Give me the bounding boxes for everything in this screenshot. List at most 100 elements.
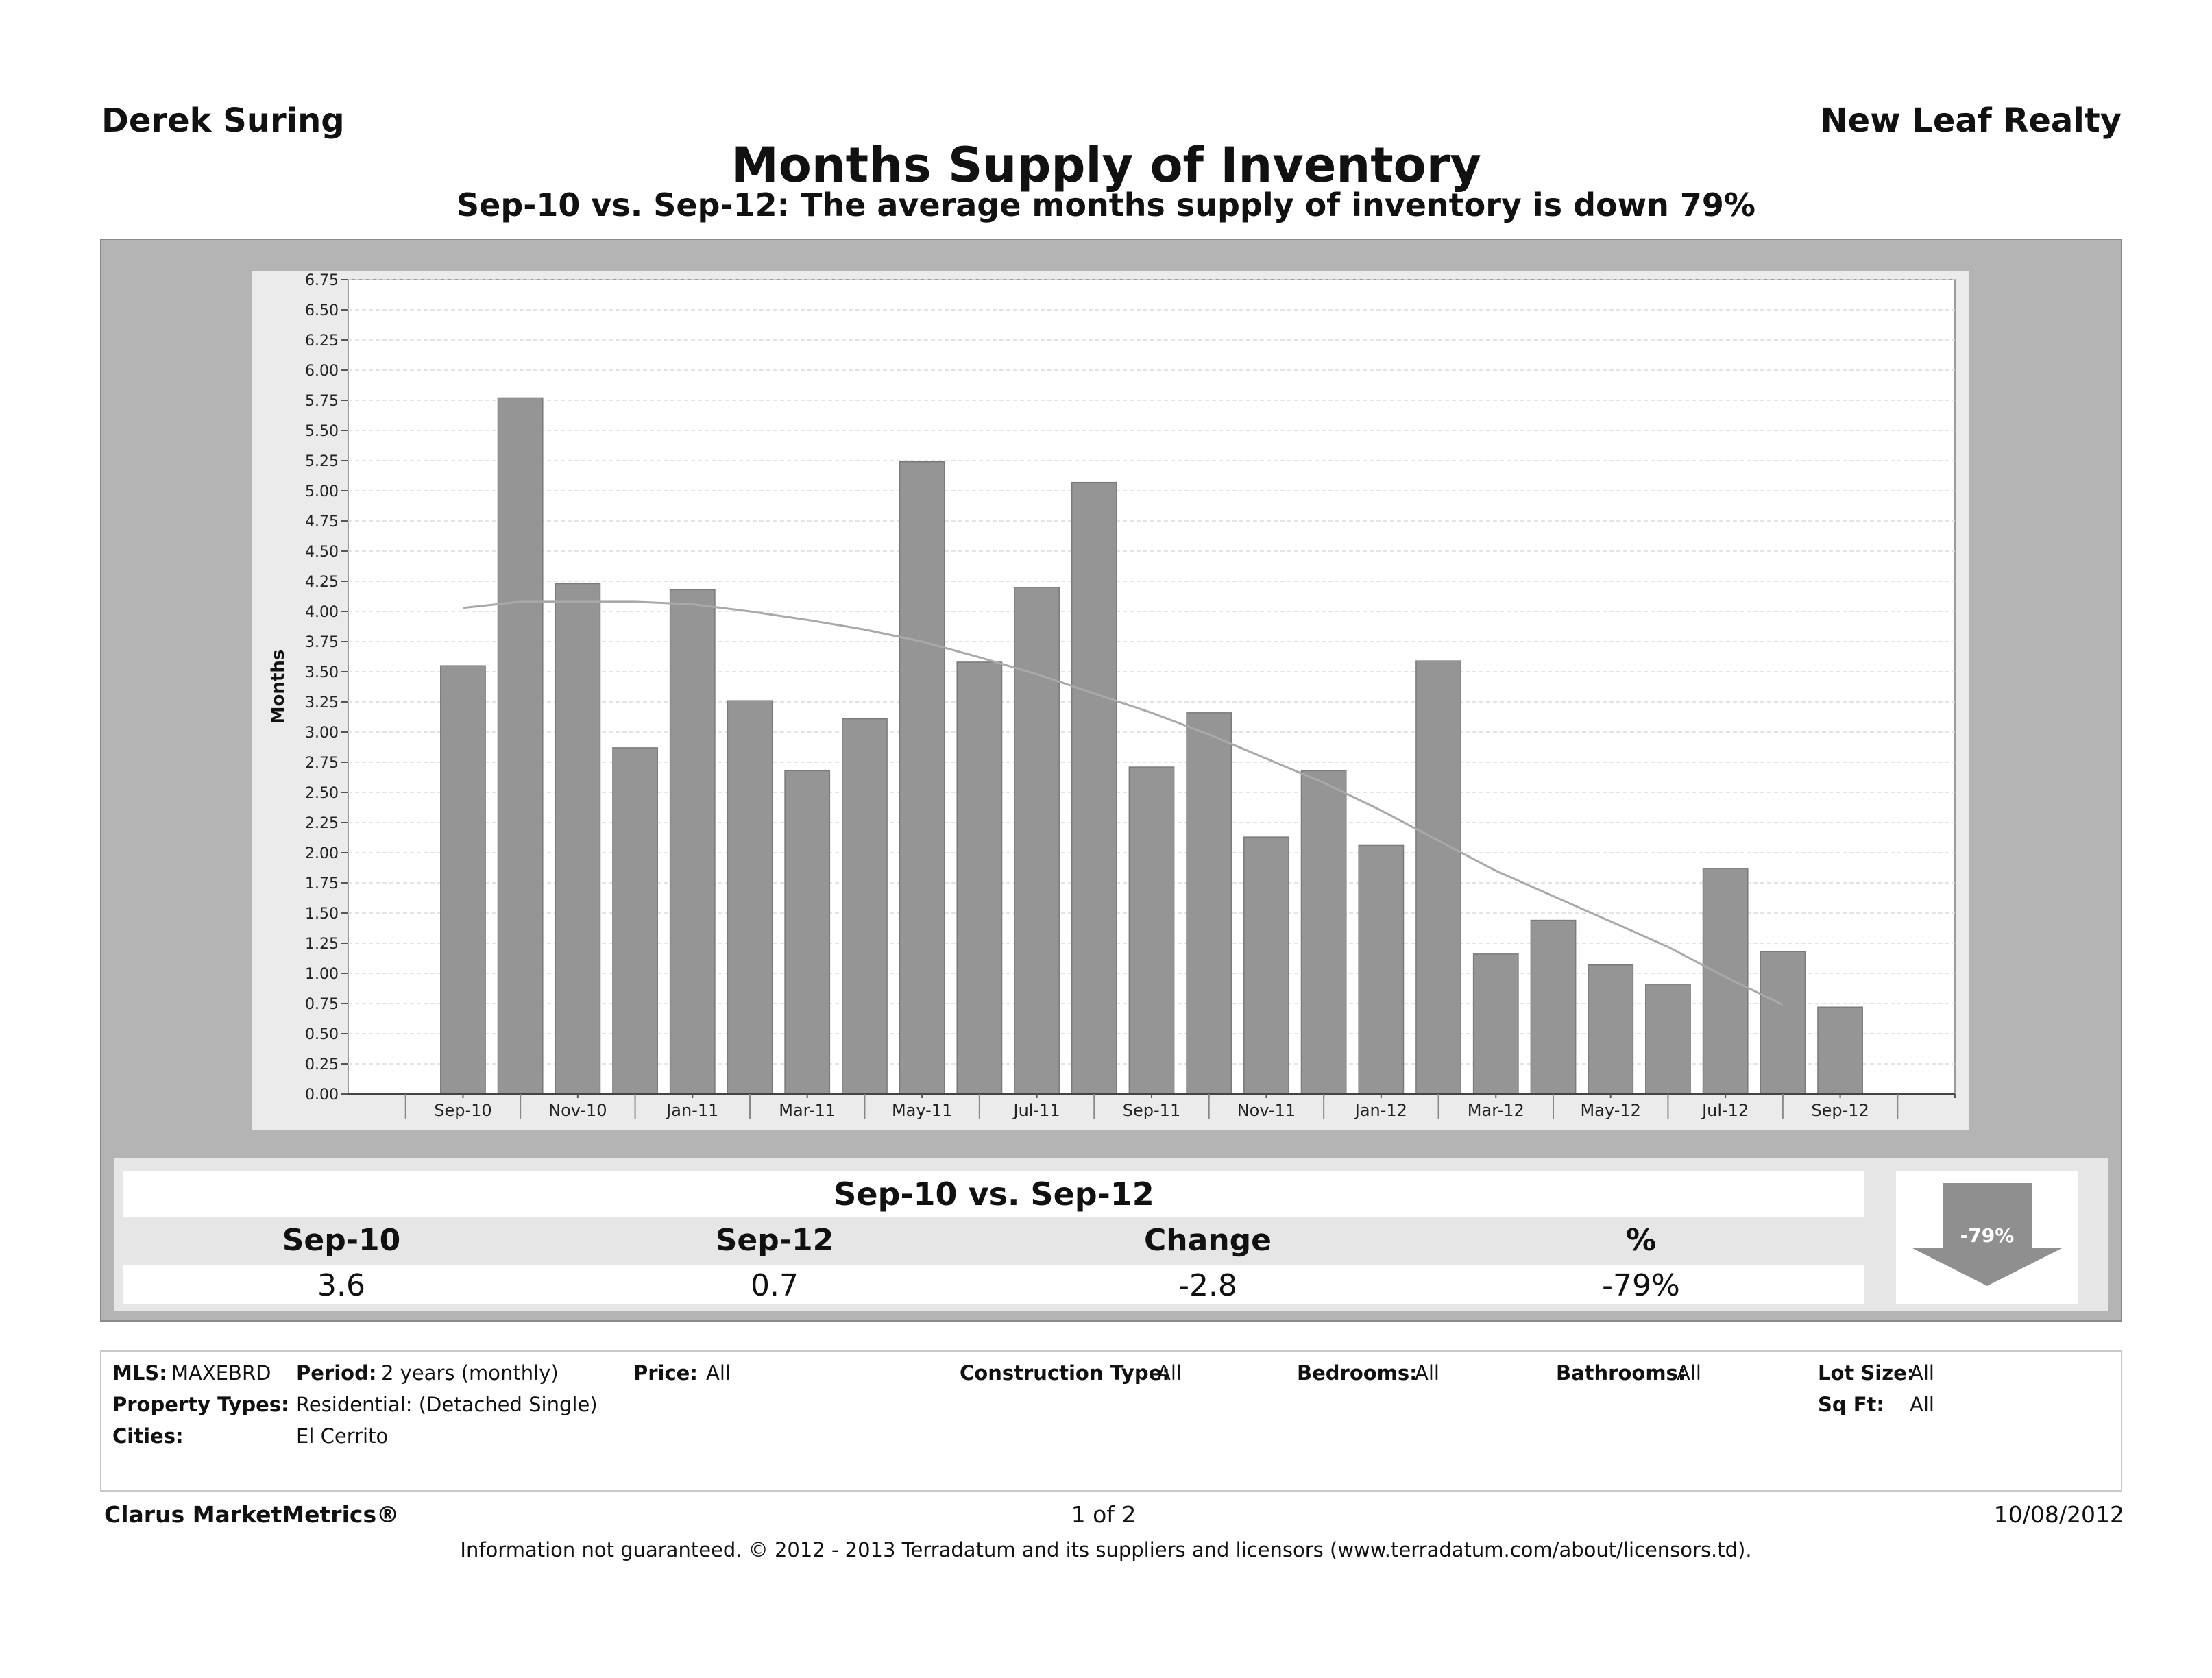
x-tick-label: Jan-11 — [665, 1101, 718, 1120]
bar — [1588, 964, 1634, 1095]
y-tick-label: 0.00 — [305, 1086, 339, 1104]
y-tick-label: 0.75 — [305, 996, 339, 1013]
y-tick-label: 0.25 — [305, 1056, 339, 1073]
y-tick-label: 2.75 — [305, 755, 339, 772]
y-tick-label: 5.25 — [305, 453, 339, 470]
cities-label: Cities: — [112, 1424, 184, 1448]
summary-header-start: Sep-10 — [282, 1223, 401, 1258]
lotsize-value: All — [1910, 1361, 1934, 1385]
bedrooms-label: Bedrooms: — [1297, 1361, 1418, 1385]
y-tick-label: 6.50 — [305, 302, 339, 319]
bathrooms-value: All — [1677, 1361, 1701, 1385]
bar — [555, 583, 601, 1095]
cities-value: El Cerrito — [296, 1424, 389, 1448]
y-tick-label: 0.50 — [305, 1026, 339, 1043]
y-tick-label: 6.25 — [305, 332, 339, 350]
y-tick-label: 3.00 — [305, 725, 339, 742]
summary-values-row — [123, 1265, 1864, 1304]
summary-value-change: -2.8 — [1178, 1268, 1237, 1303]
bathrooms-label: Bathrooms: — [1556, 1361, 1686, 1385]
bar — [899, 461, 945, 1095]
y-tick-label: 2.00 — [305, 845, 339, 862]
x-tick-label: Nov-10 — [548, 1101, 607, 1120]
trend-line — [463, 600, 1784, 1006]
bar — [1415, 660, 1461, 1095]
y-tick-label: 1.00 — [305, 966, 339, 983]
bar — [1071, 481, 1117, 1095]
price-label: Price: — [633, 1361, 698, 1385]
price-value: All — [706, 1361, 731, 1385]
summary-value-percent: -79% — [1602, 1268, 1680, 1303]
x-tick-label: Sep-11 — [1123, 1101, 1180, 1120]
y-tick-label: 6.00 — [305, 363, 339, 380]
y-tick-label: 5.75 — [305, 393, 339, 410]
y-tick-label: 2.25 — [305, 815, 339, 832]
summary-header-change: Change — [1144, 1223, 1272, 1258]
change-badge: -79% — [1896, 1171, 2078, 1304]
y-tick-label: 6.75 — [305, 272, 339, 289]
bedrooms-value: All — [1415, 1361, 1439, 1385]
bar — [669, 589, 716, 1095]
mls-value: MAXEBRD — [171, 1361, 271, 1385]
summary-value-end: 0.7 — [751, 1268, 799, 1303]
period-value: 2 years (monthly) — [381, 1361, 559, 1385]
x-tick-label: Sep-12 — [1811, 1101, 1869, 1120]
bar — [1817, 1006, 1863, 1095]
disclaimer: Information not guaranteed. © 2012 - 201… — [460, 1538, 1752, 1561]
x-tick-label: May-12 — [1581, 1101, 1641, 1120]
summary-header-end: Sep-12 — [715, 1223, 834, 1258]
page-number: 1 of 2 — [1071, 1501, 1137, 1528]
bar — [497, 397, 544, 1095]
y-tick-label: 5.50 — [305, 423, 339, 440]
sqft-label: Sq Ft: — [1818, 1393, 1885, 1416]
bar — [784, 770, 831, 1095]
x-tick-label: Jul-11 — [1012, 1101, 1060, 1120]
x-tick-label: Nov-11 — [1237, 1101, 1296, 1120]
bar — [727, 700, 773, 1095]
page-subtitle: Sep-10 vs. Sep-12: The average months su… — [456, 186, 1755, 223]
company-name: New Leaf Realty — [1820, 101, 2122, 140]
page-title: Months Supply of Inventory — [731, 137, 1481, 193]
bar — [842, 718, 888, 1095]
filters-panel — [100, 1350, 2122, 1492]
report-date: 10/08/2012 — [1993, 1501, 2124, 1528]
bar — [1243, 836, 1289, 1095]
brand-label: Clarus MarketMetrics® — [104, 1501, 400, 1528]
construction-value: All — [1157, 1361, 1182, 1385]
bar — [440, 665, 486, 1095]
x-tick-label: Sep-10 — [434, 1101, 491, 1120]
x-tick-label: Mar-12 — [1468, 1101, 1524, 1120]
y-tick-label: 2.50 — [305, 785, 339, 802]
down-arrow-icon: -79% — [1911, 1183, 2063, 1286]
bar-chart: 0.00 0.25 0.50 0.75 1.00 1.25 1.50 1.75 2.00 2.25… — [268, 272, 1956, 1120]
x-tick-label: Mar-11 — [779, 1101, 836, 1120]
summary-title: Sep-10 vs. Sep-12 — [123, 1171, 1864, 1217]
proptypes-value: Residential: (Detached Single) — [296, 1393, 598, 1416]
proptypes-label: Property Types: — [112, 1393, 289, 1416]
y-tick-label: 4.50 — [305, 544, 339, 561]
bar — [1186, 712, 1232, 1095]
sqft-value: All — [1910, 1393, 1934, 1416]
y-tick-label: 3.75 — [305, 634, 339, 651]
bar — [1014, 587, 1060, 1095]
y-tick-label: 4.75 — [305, 513, 339, 531]
y-tick-label: 4.25 — [305, 574, 339, 591]
period-label: Period: — [296, 1361, 377, 1385]
x-tick-label: Jul-12 — [1701, 1101, 1749, 1120]
y-tick-label: 3.50 — [305, 664, 339, 681]
mls-label: MLS: — [112, 1361, 167, 1385]
bar — [1530, 919, 1577, 1095]
y-tick-label: 1.25 — [305, 936, 339, 953]
summary-header-percent: % — [1625, 1223, 1657, 1258]
bar — [1300, 770, 1347, 1095]
bar — [1128, 766, 1175, 1095]
badge-label: -79% — [1960, 1224, 2015, 1247]
bar — [612, 747, 658, 1095]
agent-name: Derek Suring — [101, 101, 345, 140]
x-tick-label: May-11 — [892, 1101, 952, 1120]
y-tick-label: 5.00 — [305, 483, 339, 500]
bar — [1702, 868, 1749, 1095]
construction-label: Construction Type: — [960, 1361, 1170, 1385]
bar — [1760, 951, 1806, 1095]
y-tick-label: 4.00 — [305, 604, 339, 621]
